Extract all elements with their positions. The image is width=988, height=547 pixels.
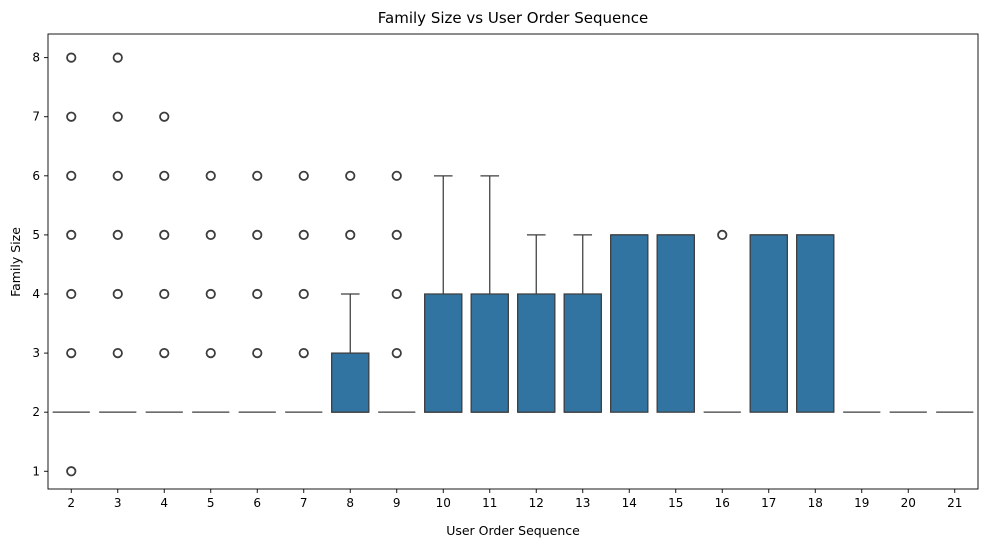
- flier-point: [159, 229, 170, 241]
- flier-point: [717, 229, 728, 241]
- flier-point: [391, 170, 402, 181]
- box-group-7: [285, 170, 323, 413]
- plot-frame: [47, 33, 979, 490]
- x-tick-label: 12: [529, 496, 544, 510]
- box-17: [749, 234, 788, 413]
- box-group-16: [703, 229, 741, 413]
- flier-point: [159, 170, 170, 181]
- x-tick-label: 2: [67, 496, 75, 510]
- box-group-11: [470, 175, 509, 413]
- flier-point: [205, 288, 216, 300]
- box-group-15: [656, 234, 695, 413]
- box-group-14: [610, 234, 649, 413]
- flier-point: [66, 466, 77, 477]
- x-tick-label: 11: [482, 496, 497, 510]
- x-axis: 2 3 4 5 6 7 8 9 10 11 12 13 14 15 16 17 18 19 20 21: [67, 489, 962, 510]
- x-tick-label: 14: [622, 496, 637, 510]
- box-group-4: [145, 111, 183, 413]
- flier-point: [112, 347, 123, 359]
- x-tick-label: 6: [253, 496, 261, 510]
- flier-point: [66, 229, 77, 241]
- box-group-2: [52, 52, 90, 477]
- flier-point: [66, 288, 77, 300]
- x-tick-label: 15: [668, 496, 683, 510]
- flier-point: [112, 229, 123, 241]
- y-tick-label: 1: [32, 464, 40, 478]
- flier-point: [298, 229, 309, 241]
- x-tick-label: 16: [715, 496, 730, 510]
- box-group-6: [238, 170, 276, 413]
- y-tick-label: 2: [32, 405, 40, 419]
- box-18: [796, 234, 835, 413]
- box-group-3: [99, 52, 137, 413]
- flier-point: [391, 288, 402, 300]
- flier-point: [205, 347, 216, 359]
- x-tick-label: 4: [160, 496, 168, 510]
- flier-point: [66, 111, 77, 122]
- flier-point: [66, 170, 77, 181]
- x-tick-label: 5: [207, 496, 215, 510]
- box-11: [470, 293, 509, 413]
- box-group-5: [192, 170, 230, 413]
- x-tick-label: 13: [575, 496, 590, 510]
- flier-point: [205, 170, 216, 181]
- flier-point: [298, 347, 309, 359]
- box-group-9: [378, 170, 416, 413]
- flier-point: [298, 288, 309, 300]
- x-tick-label: 3: [114, 496, 122, 510]
- flier-point: [112, 288, 123, 300]
- x-tick-label: 7: [300, 496, 308, 510]
- x-tick-label: 20: [901, 496, 916, 510]
- box-group-8: [331, 170, 370, 413]
- y-axis: 1 2 3 4 5 6 7 8: [32, 51, 48, 478]
- y-axis-label: Family Size: [8, 227, 23, 297]
- x-tick-label: 17: [761, 496, 776, 510]
- y-tick-label: 7: [32, 110, 40, 124]
- flier-point: [252, 347, 263, 359]
- y-tick-label: 6: [32, 169, 40, 183]
- x-tick-label: 9: [393, 496, 401, 510]
- x-tick-label: 18: [808, 496, 823, 510]
- plot-area: [52, 52, 974, 477]
- box-group-10: [424, 175, 463, 413]
- flier-point: [66, 347, 77, 359]
- x-axis-label: User Order Sequence: [446, 523, 580, 538]
- flier-point: [252, 229, 263, 241]
- box-14: [610, 234, 649, 413]
- flier-point: [112, 111, 123, 122]
- y-tick-label: 3: [32, 346, 40, 360]
- flier-point: [252, 170, 263, 181]
- flier-point: [252, 288, 263, 300]
- x-tick-label: 19: [854, 496, 869, 510]
- y-tick-label: 5: [32, 228, 40, 242]
- flier-point: [112, 52, 123, 63]
- flier-point: [159, 288, 170, 300]
- box-group-13: [563, 234, 602, 413]
- chart-title: Family Size vs User Order Sequence: [378, 9, 648, 27]
- flier-point: [159, 347, 170, 359]
- box-10: [424, 293, 463, 413]
- x-tick-label: 8: [346, 496, 354, 510]
- box-15: [656, 234, 695, 413]
- box-13: [563, 293, 602, 413]
- box-8: [331, 352, 370, 413]
- box-group-18: [796, 234, 835, 413]
- x-tick-label: 10: [436, 496, 451, 510]
- flier-point: [112, 170, 123, 181]
- flier-point: [66, 52, 77, 63]
- flier-point: [298, 170, 309, 181]
- y-tick-label: 8: [32, 51, 40, 65]
- flier-point: [345, 170, 356, 181]
- flier-point: [205, 229, 216, 241]
- box-group-12: [517, 234, 556, 413]
- flier-point: [391, 347, 402, 359]
- box-12: [517, 293, 556, 413]
- flier-point: [345, 229, 356, 241]
- y-tick-label: 4: [32, 287, 40, 301]
- flier-point: [159, 111, 170, 122]
- box-group-17: [749, 234, 788, 413]
- x-tick-label: 21: [947, 496, 962, 510]
- flier-point: [391, 229, 402, 241]
